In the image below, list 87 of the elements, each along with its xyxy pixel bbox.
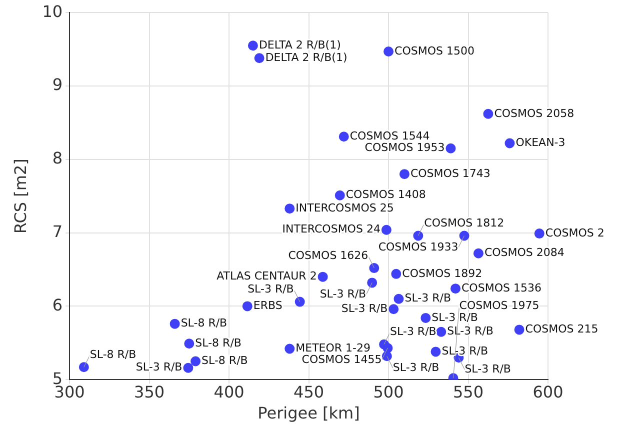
data-label: COSMOS 1500 (394, 44, 474, 58)
x-tick-label: 600 (532, 382, 564, 402)
point (436, 326, 446, 337)
point (284, 204, 295, 214)
point (248, 40, 258, 51)
data-label: COSMOS 1408 (346, 188, 426, 202)
point (334, 190, 345, 200)
x-tick-label: 350 (134, 382, 165, 402)
point (254, 53, 264, 64)
y-axis-title: RCS [m2] (10, 158, 30, 234)
point (391, 268, 402, 279)
point (190, 356, 201, 366)
point (504, 138, 515, 148)
point (459, 230, 470, 241)
point (450, 284, 460, 294)
point (430, 346, 441, 357)
x-tick-label: 450 (294, 382, 324, 402)
point (284, 344, 295, 354)
point (242, 301, 252, 312)
point (514, 324, 524, 335)
point (534, 228, 544, 239)
point (369, 263, 380, 274)
data-label: COSMOS 2058 (494, 106, 574, 120)
data-label: COSMOS 1933 (378, 240, 458, 254)
y-tick-label: 7 (52, 222, 63, 241)
data-label: DELTA 2 R/B(1) (258, 38, 341, 52)
point (394, 294, 404, 304)
point (473, 248, 484, 258)
x-tick-label: 400 (214, 382, 244, 402)
x-tick-label: 550 (452, 382, 484, 402)
point (399, 169, 410, 180)
data-label: SL-3 R/B (392, 360, 440, 374)
data-label: SL-3 R/B (136, 360, 182, 374)
data-label: SL-3 R/B (248, 282, 294, 296)
data-label: SL-3 R/B (404, 292, 452, 305)
data-label: METEOR 1-29 (296, 342, 371, 355)
data-label: SL-3 R/B (464, 362, 511, 376)
data-label: COSMOS 1892 (402, 266, 482, 280)
point (294, 296, 305, 307)
data-label: SL-8 R/B (202, 354, 248, 368)
data-label: SL-3 R/B (341, 302, 388, 315)
x-tick-label: 500 (373, 382, 404, 402)
point (382, 351, 392, 362)
point (78, 362, 89, 372)
data-label: SL-8 R/B (195, 336, 242, 350)
data-label: COSMOS 1544 (350, 130, 430, 143)
data-label: COSMOS 1743 (410, 166, 490, 180)
data-label: SL-3 R/B (320, 288, 366, 301)
data-label: SL-3 R/B (447, 324, 494, 338)
point (367, 278, 378, 288)
point (170, 318, 180, 329)
data-label: COSMOS 1953 (364, 141, 445, 154)
point (381, 224, 392, 235)
y-tick-label: 6 (52, 295, 63, 314)
data-label: COSMOS 1975 (459, 298, 540, 312)
data-label: SL-3 R/B (432, 310, 478, 324)
point (384, 46, 394, 56)
point (420, 312, 431, 323)
point (183, 362, 194, 373)
data-label: COSMOS 1455 (302, 352, 382, 366)
data-label: COSMOS 1812 (424, 216, 504, 230)
data-label: SL-3 R/B (442, 344, 488, 358)
y-tick-label: 9 (52, 75, 63, 94)
point (413, 230, 424, 241)
data-label: COSMOS 215 (525, 322, 598, 336)
point (184, 338, 194, 349)
data-label: SL-3 R/B (390, 325, 436, 338)
data-label: COSMOS 2 (545, 226, 604, 240)
data-label: SL-8 R/B (180, 316, 228, 330)
data-label: ATLAS CENTAUR 2 (216, 270, 317, 283)
data-label: COSMOS 2084 (484, 246, 564, 260)
y-tick-label: 10 (42, 2, 63, 21)
data-label: ERBS (253, 299, 282, 312)
data-label: SL-8 R/B (90, 348, 136, 361)
data-label: COSMOS 1626 (288, 248, 368, 262)
x-axis-title: Perigee [km] (258, 404, 360, 423)
point (338, 132, 349, 142)
data-label: INTERCOSMOS 25 (296, 201, 394, 214)
y-tick-label: 8 (52, 148, 63, 168)
point (318, 272, 328, 282)
point (446, 143, 456, 154)
point (388, 304, 399, 314)
data-label: OKEAN-3 (516, 136, 566, 150)
data-label: COSMOS 1536 (462, 281, 542, 294)
data-label: DELTA 2 R/B(1) (265, 50, 348, 64)
data-label: INTERCOSMOS 24 (282, 222, 380, 236)
point (483, 108, 494, 119)
